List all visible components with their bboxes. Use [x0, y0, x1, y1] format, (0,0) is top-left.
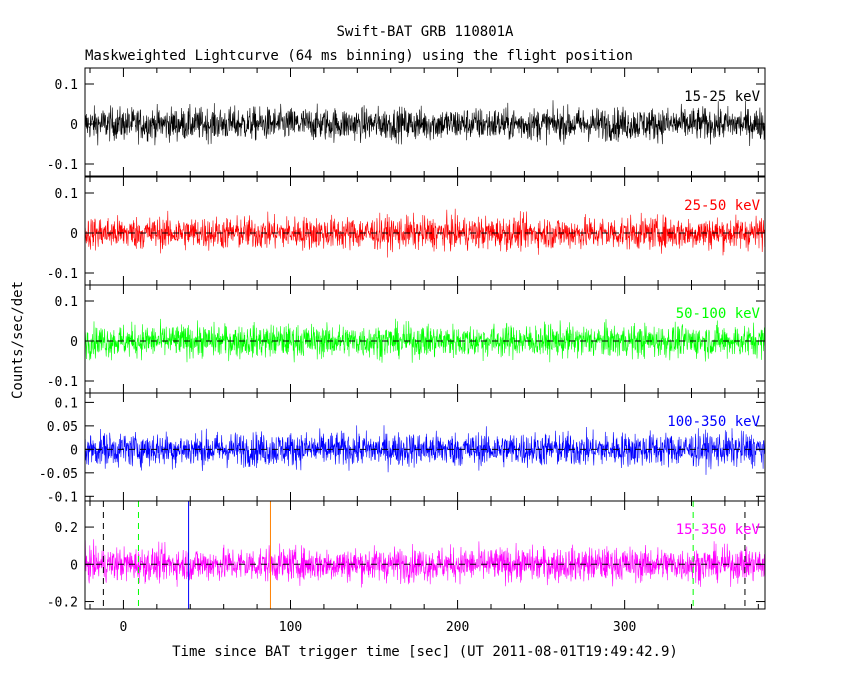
series-trace-4	[84, 425, 765, 475]
panel-frame-5	[84, 500, 766, 610]
y-tick-label: 0	[70, 443, 78, 458]
panels-group: -0.1 0 0.1 15-25 keV -0.1 0 0.1 25-50 keV -0.1 0 0…	[39, 67, 766, 635]
y-tick-label: -0.1	[47, 267, 78, 282]
panel-frame-1	[84, 67, 766, 177]
panel-3: -0.1 0 0.1 50-100 keV	[47, 284, 766, 394]
y-tick-label: 0	[70, 558, 78, 573]
x-axis-title: Time since BAT trigger time [sec] (UT 20…	[172, 644, 678, 660]
y-tick-label: 0	[70, 118, 78, 133]
y-tick-label: 0	[70, 227, 78, 242]
y-tick-label: -0.1	[47, 375, 78, 390]
y-tick-label: -0.1	[47, 158, 78, 173]
x-tick-label: 300	[613, 620, 636, 635]
chart-title: Swift-BAT GRB 110801A	[336, 24, 514, 40]
panel-5: -0.2 0 0.2 15-350 keV	[47, 500, 766, 611]
y-tick-label: 0	[70, 335, 78, 350]
band-label: 50-100 keV	[676, 306, 761, 322]
x-tick-label: 0	[120, 620, 128, 635]
y-tick-label: -0.2	[47, 596, 78, 611]
series-trace-2	[84, 208, 765, 258]
y-tick-label: -0.1	[47, 490, 78, 505]
band-label: 15-25 keV	[684, 89, 760, 105]
chart-subtitle: Maskweighted Lightcurve (64 ms binning) …	[85, 48, 633, 64]
x-tick-label: 200	[446, 620, 469, 635]
y-tick-label: -0.05	[39, 467, 78, 482]
series-trace-1	[84, 100, 765, 147]
y-tick-label: 0.1	[55, 396, 78, 411]
y-tick-label: 0.2	[55, 521, 78, 536]
band-label: 100-350 keV	[667, 414, 760, 430]
y-tick-label: 0.05	[47, 420, 78, 435]
panel-2: -0.1 0 0.1 25-50 keV	[47, 176, 766, 286]
band-label: 25-50 keV	[684, 198, 760, 214]
series-trace-3	[84, 318, 765, 363]
series-trace-5	[84, 539, 765, 588]
panel-4: -0.1 -0.05 0 0.05 0.1 100-350 keV	[39, 392, 766, 505]
y-tick-label: 0.1	[55, 295, 78, 310]
band-label: 15-350 keV	[676, 522, 761, 538]
x-tick-label: 100	[279, 620, 302, 635]
y-tick-label: 0.1	[55, 78, 78, 93]
panel-1: -0.1 0 0.1 15-25 keV	[47, 67, 766, 177]
y-tick-label: 0.1	[55, 187, 78, 202]
y-axis-title: Counts/sec/det	[10, 281, 26, 399]
